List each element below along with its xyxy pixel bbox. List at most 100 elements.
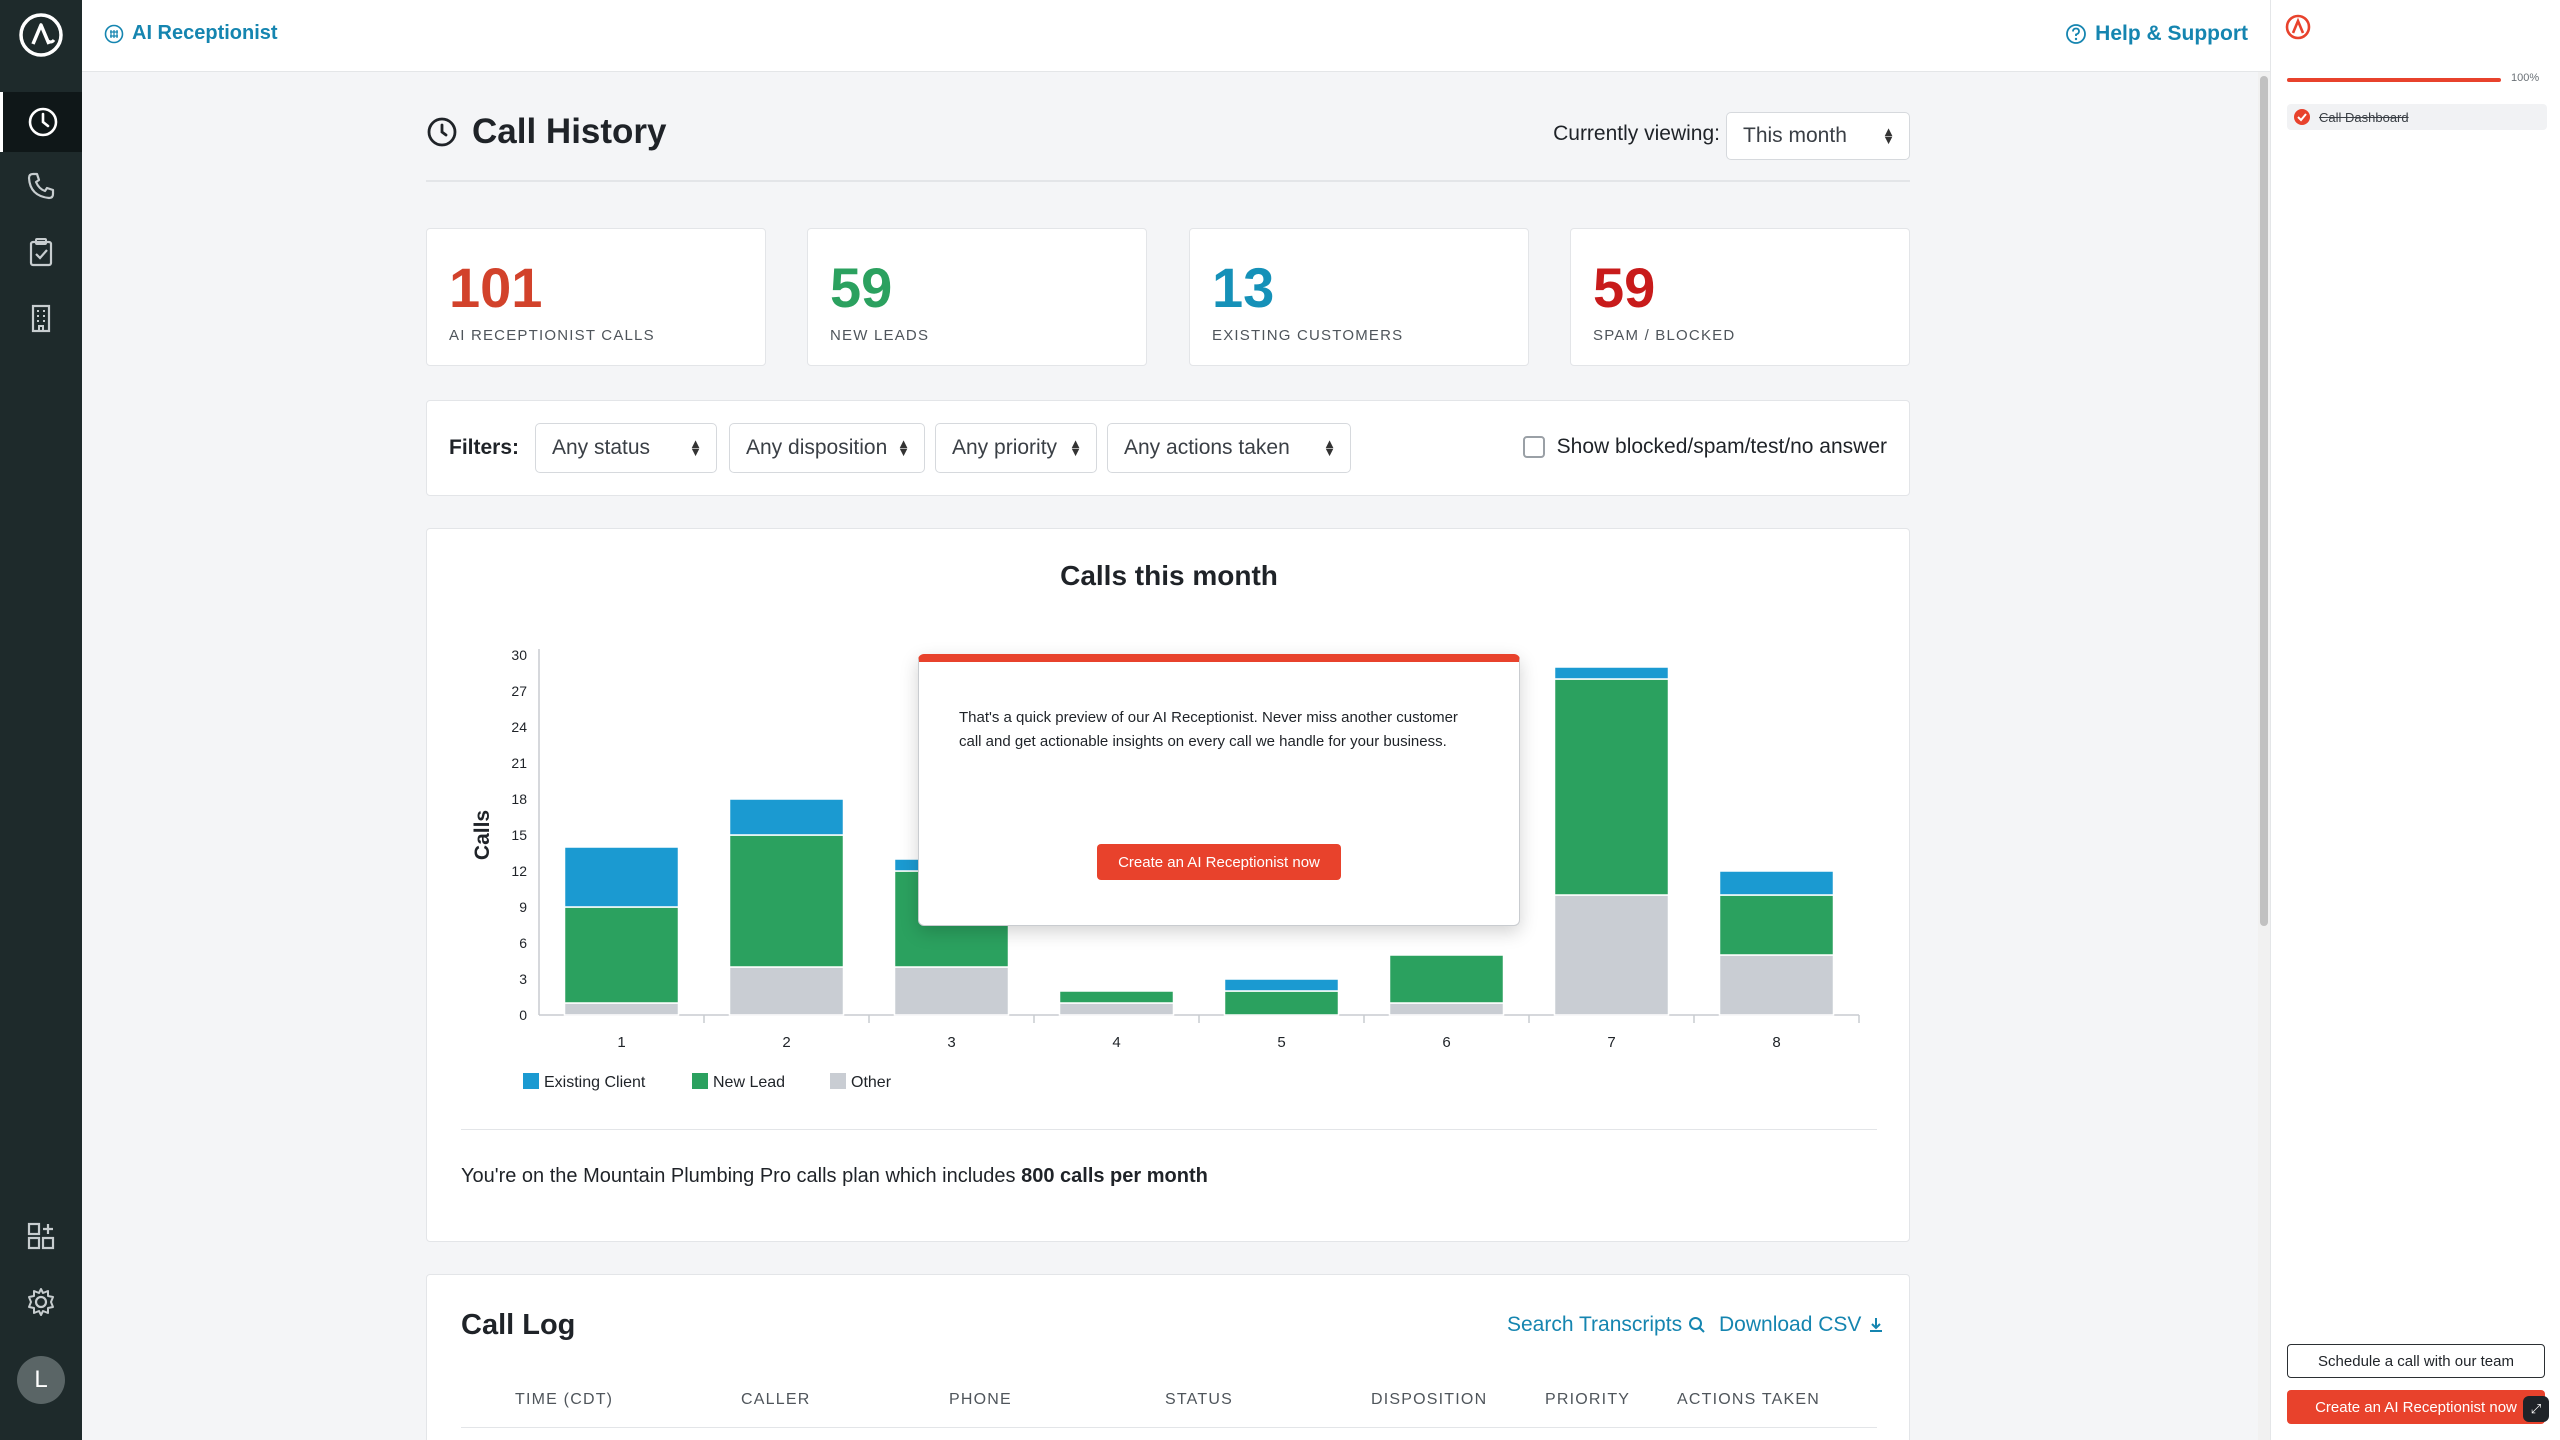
x-tick-label: 8 (1772, 1034, 1780, 1051)
legend-swatch (692, 1073, 708, 1089)
bar-segment-existing-client (1223, 978, 1340, 992)
bar-segment-new-lead (1223, 990, 1340, 1016)
nav-dashboard[interactable] (0, 1206, 82, 1266)
chart-card: Calls this month Calls 0 3 6 9 12 15 18 21 24 27 30 1… (426, 528, 1910, 1242)
nav-calls[interactable] (0, 156, 82, 216)
bar-segment-new-lead (728, 834, 845, 968)
create-receptionist-button[interactable]: Create an AI Receptionist now (1097, 844, 1341, 880)
column-header[interactable]: PHONE (949, 1391, 1012, 1408)
bar-segment-existing-client (563, 846, 680, 908)
promo-message: That's a quick preview of our AI Recepti… (959, 709, 1458, 750)
sidebar: L (0, 0, 82, 1440)
bar-segment-other (1718, 954, 1835, 1016)
sort-caret-icon: ▲ ▼ (897, 436, 910, 459)
priority-filter[interactable]: Any priority ▲ ▼ (935, 423, 1097, 473)
search-transcripts-link[interactable]: Search Transcripts (1507, 1313, 1706, 1337)
x-tick-label: 5 (1277, 1034, 1285, 1051)
promo-modal: That's a quick preview of our AI Recepti… (918, 654, 1520, 926)
chart-title: Calls this month (1060, 560, 1278, 591)
column-header[interactable]: DISPOSITION (1371, 1391, 1488, 1408)
app-logo[interactable] (18, 12, 64, 58)
x-tick-label: 2 (782, 1034, 790, 1051)
bar-segment-new-lead (1388, 954, 1505, 1004)
filters-bar: Filters: Any status ▲ ▼ Any disposition ▲… (426, 400, 1910, 496)
column-header[interactable]: ACTIONS TAKEN (1677, 1391, 1821, 1408)
period-select[interactable]: This month ▲ ▼ (1726, 112, 1910, 160)
scrollbar[interactable] (2258, 72, 2270, 1440)
legend-label: Other (851, 1074, 892, 1091)
disposition-filter-value: Any disposition (746, 436, 888, 459)
y-axis-label: Calls (471, 810, 494, 860)
bar-segment-new-lead (1553, 678, 1670, 896)
stat-value: 59 (830, 256, 893, 319)
gear-icon (28, 1288, 54, 1316)
download-csv-link[interactable]: Download CSV (1719, 1313, 1885, 1337)
scrollbar-thumb[interactable] (2260, 76, 2268, 926)
task-item[interactable]: Call Dashboard (2287, 104, 2547, 130)
column-header[interactable]: TIME (CDT) (515, 1391, 614, 1408)
bar-segment-other (563, 1002, 680, 1016)
expand-icon[interactable]: ⤢ (2523, 1396, 2549, 1422)
grid-circle-icon (104, 24, 124, 43)
y-tick-label: 18 (511, 791, 527, 807)
show-blocked-label: Show blocked/spam/test/no answer (1556, 435, 1887, 458)
check-circle-icon (2294, 109, 2310, 125)
help-support-link[interactable]: Help & Support (2065, 22, 2248, 46)
brand-logo (2285, 14, 2311, 40)
stat-value: 13 (1212, 256, 1275, 319)
schedule-call-button[interactable]: Schedule a call with our team (2287, 1344, 2545, 1378)
status-filter[interactable]: Any status ▲ ▼ (535, 423, 717, 473)
avatar[interactable]: L (17, 1356, 65, 1404)
stat-label: AI RECEPTIONIST CALLS (449, 327, 655, 344)
bar-segment-new-lead (1718, 894, 1835, 956)
y-tick-label: 27 (511, 683, 527, 699)
x-tick-label: 6 (1442, 1034, 1450, 1051)
column-header[interactable]: PRIORITY (1545, 1391, 1631, 1408)
app-title-link[interactable]: AI Receptionist (104, 22, 278, 45)
nav-call-history[interactable] (0, 92, 82, 152)
bar-segment-existing-client (1553, 666, 1670, 680)
stat-label: EXISTING CUSTOMERS (1212, 327, 1404, 344)
legend-label: Existing Client (544, 1074, 646, 1091)
bar-segment-new-lead (1058, 990, 1175, 1004)
onboarding-panel: 100% Call Dashboard Schedule a call with… (2270, 0, 2560, 1440)
task-label: Call Dashboard (2319, 109, 2409, 125)
create-receptionist-side-button[interactable]: Create an AI Receptionist now (2287, 1390, 2545, 1424)
column-header[interactable]: STATUS (1165, 1391, 1233, 1408)
nav-tasks[interactable] (0, 222, 82, 282)
bar-segment-other (893, 966, 1010, 1016)
viewing-label: Currently viewing: (1553, 122, 1720, 145)
stat-label: SPAM / BLOCKED (1593, 327, 1736, 344)
nav-business[interactable] (0, 288, 82, 348)
app-title: AI Receptionist (132, 22, 278, 44)
question-circle-icon (2066, 24, 2087, 44)
priority-filter-value: Any priority (952, 436, 1058, 459)
period-select-value: This month (1743, 124, 1847, 147)
legend-label: New Lead (713, 1074, 785, 1091)
dashboard-icon (27, 1222, 55, 1250)
x-tick-label: 3 (947, 1034, 955, 1051)
bar-segment-other (1388, 1002, 1505, 1016)
bar-segment-new-lead (563, 906, 680, 1004)
sort-caret-icon: ▲ ▼ (1882, 124, 1895, 147)
bar-segment-other (1058, 1002, 1175, 1016)
search-icon (1689, 1317, 1705, 1333)
column-header[interactable]: CALLER (741, 1391, 811, 1408)
stat-ai-calls: 101 AI RECEPTIONIST CALLS (426, 228, 766, 366)
nav-settings[interactable] (0, 1272, 82, 1332)
onboarding-progress-bar (2287, 78, 2501, 82)
plan-prefix: You're on the Mountain Plumbing Pro call… (461, 1165, 1016, 1187)
plan-text: You're on the Mountain Plumbing Pro call… (461, 1165, 1208, 1188)
show-blocked-toggle[interactable]: Show blocked/spam/test/no answer (1522, 435, 1887, 459)
y-tick-label: 6 (519, 935, 527, 951)
y-tick-label: 30 (511, 647, 527, 663)
show-blocked-checkbox[interactable] (1522, 436, 1545, 458)
y-tick-label: 15 (511, 827, 527, 843)
page-title-text: Call History (472, 112, 667, 151)
download-icon (1870, 1318, 1883, 1332)
sort-caret-icon: ▲ ▼ (689, 436, 702, 459)
clock-icon (427, 117, 457, 147)
actions-filter[interactable]: Any actions taken ▲ ▼ (1107, 423, 1351, 473)
disposition-filter[interactable]: Any disposition ▲ ▼ (729, 423, 925, 473)
y-tick-label: 0 (519, 1007, 527, 1023)
